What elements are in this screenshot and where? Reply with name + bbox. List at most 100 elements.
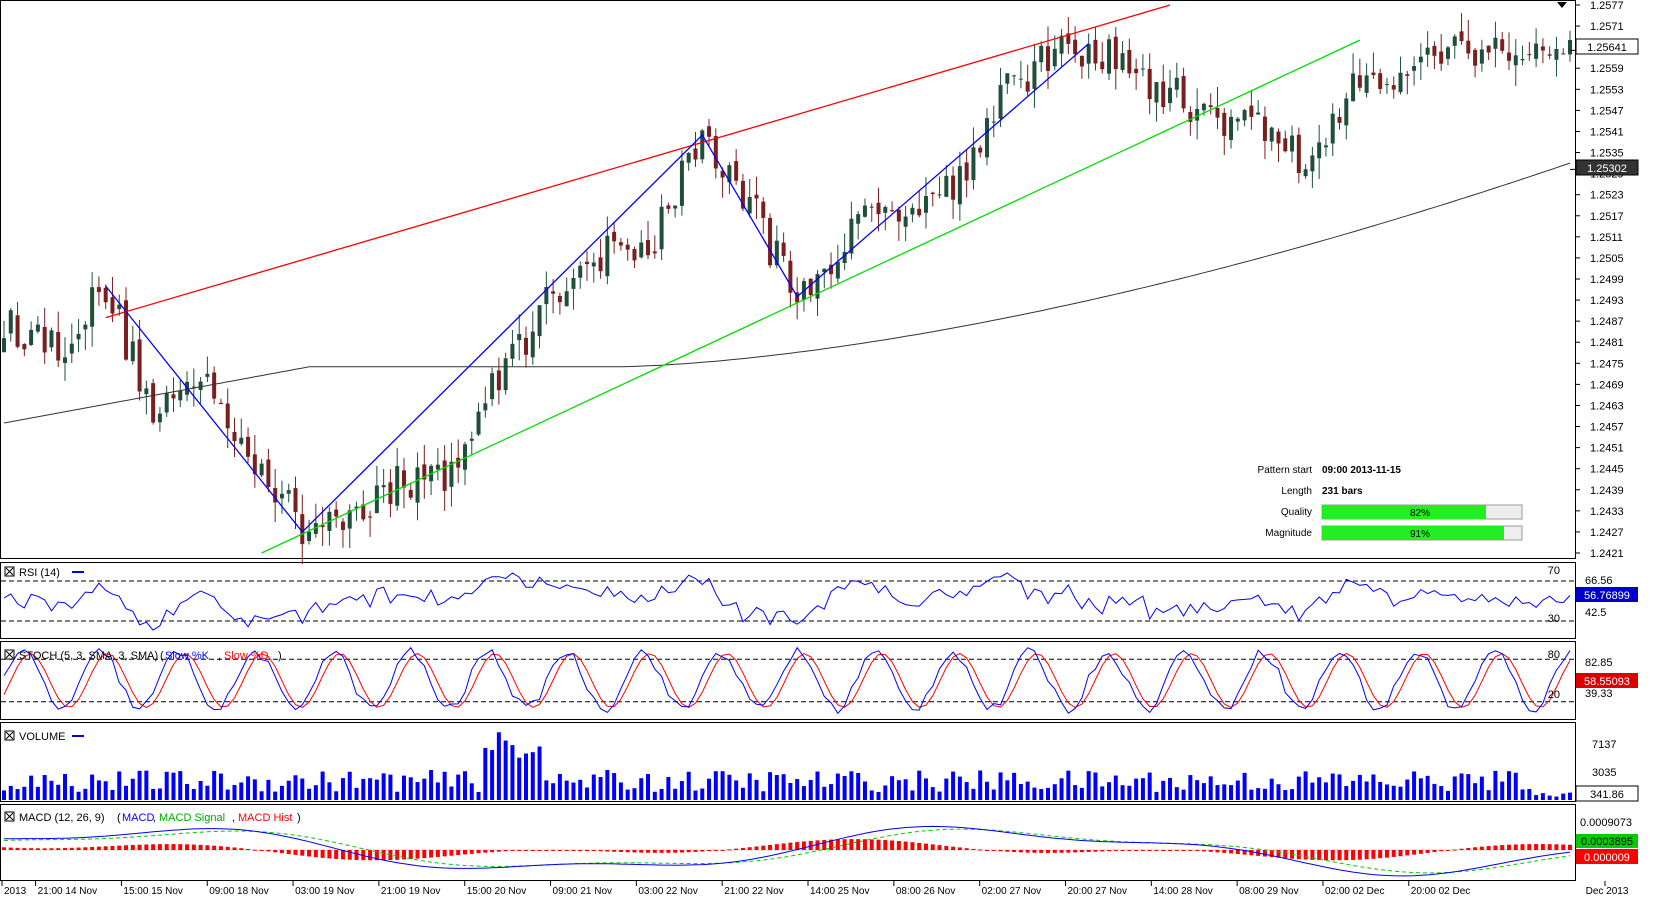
candle-body	[1439, 51, 1444, 64]
candle-body	[734, 161, 739, 181]
candle-body	[605, 235, 610, 277]
x-tick-label: 03:00 19 Nov	[295, 886, 355, 897]
macd-hist-bar	[944, 845, 949, 850]
volume-bar	[984, 781, 989, 800]
macd-hist-bar	[673, 850, 678, 853]
volume-bar	[1276, 784, 1281, 800]
volume-bar	[964, 782, 969, 800]
volume-bar	[517, 757, 522, 800]
macd-hist-bar	[395, 850, 400, 860]
macd-hist-bar	[347, 850, 352, 860]
volume-bar	[1113, 775, 1118, 800]
rsi-legend[interactable]: RSI (14)	[4, 566, 84, 579]
macd-hist-bar	[1134, 850, 1139, 851]
x-tick-label: 21:00 19 Nov	[381, 886, 441, 897]
candle-body	[63, 357, 68, 364]
volume-bar	[598, 776, 603, 800]
volume-bar	[1418, 778, 1423, 800]
macd-hist-bar	[496, 850, 501, 852]
x-tick-label: 15:00 15 Nov	[123, 886, 183, 897]
macd-hist-bar	[1025, 850, 1030, 853]
volume-bar	[917, 770, 922, 800]
volume-bar	[1283, 789, 1288, 800]
candle-body	[713, 136, 718, 169]
candle-body	[693, 148, 698, 160]
macd-hist-bar	[734, 848, 739, 850]
stoch-legend[interactable]: STOCH (5, 3, SMA, 3, SMA) ( Slow %K , Sl…	[4, 649, 282, 662]
volume-bar	[835, 773, 840, 800]
volume-bar	[429, 770, 434, 800]
candle-body	[835, 261, 840, 279]
y-tick-label: 1.2535	[1590, 148, 1624, 160]
macd-hist-bar	[1513, 844, 1518, 850]
candle-body	[524, 337, 528, 355]
macd-value-text: 0.000009	[1584, 852, 1630, 864]
macd-hist-bar	[1391, 850, 1396, 857]
volume-bar	[239, 782, 244, 800]
volume-bar	[1147, 772, 1152, 800]
macd-hist-bar	[1140, 850, 1145, 851]
y-tick-label: 1.2577	[1590, 0, 1624, 12]
y-tick-label: 1.2511	[1590, 232, 1623, 244]
macd-hist-bar	[35, 848, 40, 850]
macd-hist-bar	[469, 850, 474, 854]
macd-hist-bar	[178, 844, 183, 850]
volume-bar	[1500, 781, 1505, 800]
volume-bar	[815, 771, 820, 800]
candle-body	[754, 194, 759, 199]
macd-hist-bar	[22, 848, 27, 850]
volume-bar	[679, 781, 684, 800]
candle-body	[1303, 169, 1308, 177]
macd-hist-bar	[1154, 849, 1159, 851]
candle-body	[937, 194, 942, 196]
candle-body	[1086, 44, 1091, 64]
macd-legend[interactable]: MACD (12, 26, 9) ( MACD , MACD Signal , …	[4, 811, 301, 824]
macd-hist-bar	[246, 848, 251, 850]
macd-hist-bar	[747, 847, 752, 850]
stoch-value-label: 58.55093	[1576, 673, 1638, 688]
macd-hist-bar	[510, 850, 515, 851]
y-tick-label: 1.2493	[1590, 295, 1624, 307]
macd-hist-bar	[1418, 850, 1423, 854]
candle-body	[442, 460, 447, 491]
volume-bar	[747, 773, 752, 800]
macd-hist-bar	[1439, 850, 1444, 852]
scroll-arrow-icon[interactable]	[1557, 2, 1567, 8]
volume-legend[interactable]: VOLUME	[4, 730, 84, 743]
volume-bar	[252, 779, 257, 800]
volume-bar	[1093, 772, 1098, 800]
candle-body	[1425, 47, 1430, 55]
macd-hist-bar	[883, 840, 888, 850]
volume-bar	[368, 778, 373, 800]
macd-hist-bar	[483, 850, 488, 853]
macd-signal-name: MACD Signal	[159, 812, 225, 824]
macd-hist-bar	[1059, 850, 1064, 853]
candle-body	[293, 488, 298, 513]
volume-bar	[612, 773, 617, 800]
candle-body	[829, 264, 834, 275]
macd-hist-bar	[1222, 850, 1227, 853]
macd-hist-bar	[1120, 850, 1125, 851]
ma-label-text: 1.25302	[1587, 163, 1627, 175]
volume-bar	[754, 779, 759, 800]
candle-body	[476, 411, 481, 435]
x-tick-label: 08:00 26 Nov	[896, 886, 956, 897]
candle-body	[1229, 116, 1234, 140]
macd-hist-bar	[313, 850, 318, 858]
macd-hist-bar	[90, 846, 95, 850]
volume-bar	[883, 785, 888, 800]
volume-bar	[1432, 783, 1437, 800]
volume-bar	[1378, 781, 1383, 800]
candle-body	[517, 334, 522, 341]
macd-hist-bar	[340, 850, 345, 860]
candle-body	[96, 287, 101, 293]
macd-hist-bar	[991, 850, 996, 851]
macd-hist-bar	[185, 844, 190, 850]
volume-bar	[178, 771, 183, 800]
candle-body	[1412, 66, 1417, 71]
candle-body	[957, 166, 962, 205]
candle-body	[422, 464, 427, 480]
candle-body	[69, 343, 74, 354]
y-tick-label: 1.2427	[1590, 527, 1624, 539]
candle-body	[761, 201, 766, 218]
